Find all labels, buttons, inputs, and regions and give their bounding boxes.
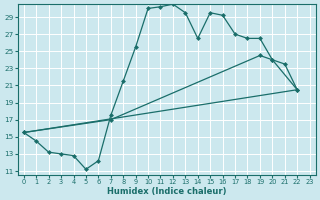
X-axis label: Humidex (Indice chaleur): Humidex (Indice chaleur): [107, 187, 227, 196]
